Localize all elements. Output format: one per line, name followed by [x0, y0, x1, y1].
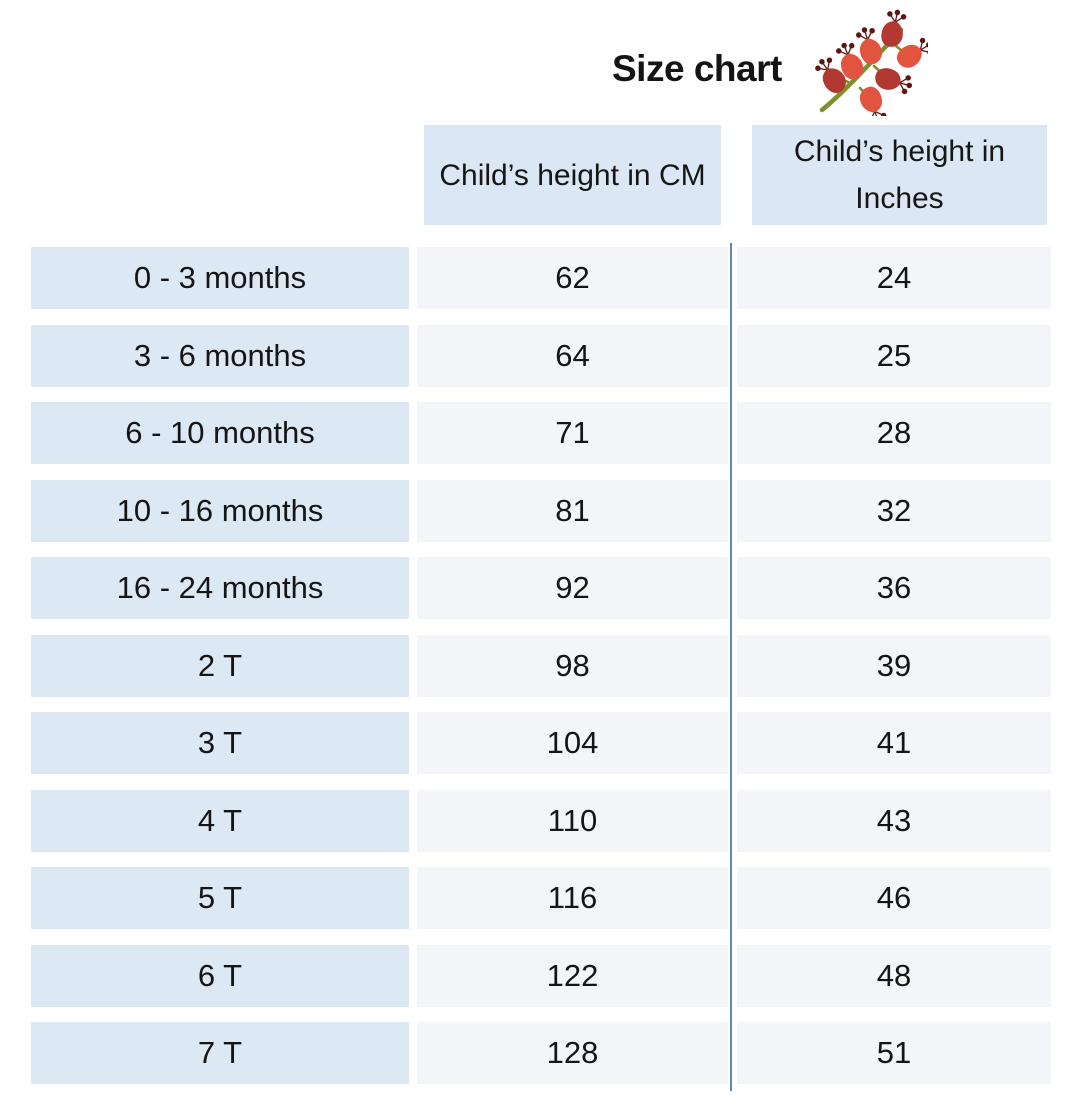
size-cell: 7 T [31, 1022, 409, 1084]
page-title: Size chart [612, 48, 782, 89]
inches-cell: 25 [737, 324, 1051, 387]
berry-2-bright [856, 27, 882, 65]
berry-6-dark [875, 68, 913, 95]
table-row: 10 - 16 months 81 32 [31, 479, 1051, 542]
table-row: 6 - 10 months 71 28 [31, 402, 1051, 464]
size-cell: 3 T [31, 712, 409, 774]
table-row: 2 T 98 39 [31, 634, 1051, 697]
size-cell: 2 T [31, 634, 409, 697]
berry-1-dark [881, 9, 907, 47]
cm-cell: 116 [417, 867, 728, 929]
size-cell: 4 T [31, 789, 409, 852]
berry-5-dark [815, 57, 846, 93]
inches-cell: 39 [737, 634, 1051, 697]
inches-cell: 32 [737, 479, 1051, 542]
cm-cell: 98 [417, 634, 728, 697]
inches-cell: 43 [737, 789, 1051, 852]
berry-3-bright [896, 37, 928, 68]
berry-7-bright [859, 86, 887, 116]
cm-cell: 122 [417, 944, 728, 1007]
table-row: 4 T 110 43 [31, 789, 1051, 852]
berry-branch-icon [815, 9, 928, 116]
size-cell: 10 - 16 months [31, 479, 409, 542]
table-row: 6 T 122 48 [31, 944, 1051, 1007]
cm-cell: 62 [417, 247, 728, 309]
cm-cell: 71 [417, 402, 728, 464]
table-row: 16 - 24 months 92 36 [31, 557, 1051, 619]
size-table-body: 0 - 3 months 62 24 3 - 6 months 64 25 6 … [31, 247, 1051, 1084]
cm-cell: 92 [417, 557, 728, 619]
inches-cell: 28 [737, 402, 1051, 464]
cm-cell: 104 [417, 712, 728, 774]
table-row: 7 T 128 51 [31, 1022, 1051, 1084]
table-row: 0 - 3 months 62 24 [31, 247, 1051, 309]
inches-cell: 24 [737, 247, 1051, 309]
cm-cell: 64 [417, 324, 728, 387]
inches-cell: 51 [737, 1022, 1051, 1084]
size-cell: 3 - 6 months [31, 324, 409, 387]
cm-cell: 128 [417, 1022, 728, 1084]
berry-4-bright [836, 42, 864, 80]
inches-cell: 36 [737, 557, 1051, 619]
column-header-inches: Child’s height in Inches [752, 125, 1047, 225]
table-row: 3 T 104 41 [31, 712, 1051, 774]
inches-cell: 41 [737, 712, 1051, 774]
table-row: 3 - 6 months 64 25 [31, 324, 1051, 387]
column-divider-line [730, 243, 732, 1091]
column-header-cm: Child’s height in CM [424, 125, 721, 225]
table-row: 5 T 116 46 [31, 867, 1051, 929]
size-cell: 5 T [31, 867, 409, 929]
size-cell: 6 T [31, 944, 409, 1007]
inches-cell: 46 [737, 867, 1051, 929]
size-cell: 16 - 24 months [31, 557, 409, 619]
size-cell: 6 - 10 months [31, 402, 409, 464]
cm-cell: 110 [417, 789, 728, 852]
inches-cell: 48 [737, 944, 1051, 1007]
size-cell: 0 - 3 months [31, 247, 409, 309]
cm-cell: 81 [417, 479, 728, 542]
